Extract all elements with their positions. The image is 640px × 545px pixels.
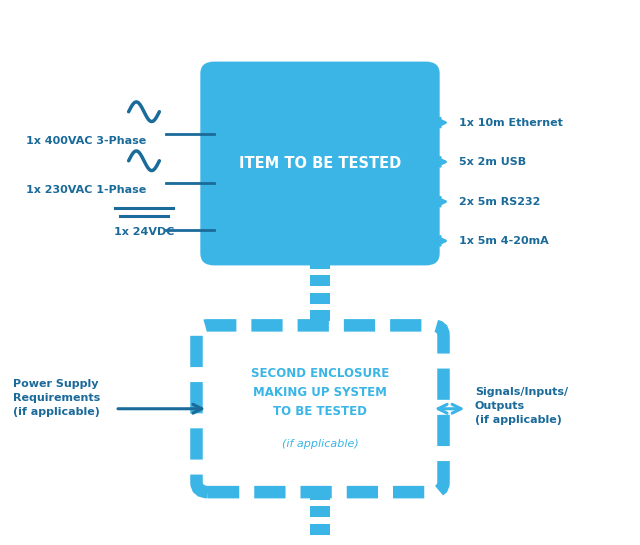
Text: SECOND ENCLOSURE
MAKING UP SYSTEM
TO BE TESTED: SECOND ENCLOSURE MAKING UP SYSTEM TO BE …: [251, 367, 389, 418]
Bar: [310, 524, 330, 535]
FancyBboxPatch shape: [200, 62, 440, 265]
Text: 5x 2m USB: 5x 2m USB: [459, 157, 526, 167]
Text: 2x 5m RS232: 2x 5m RS232: [459, 197, 540, 207]
Bar: [310, 310, 330, 321]
Text: 1x 5m 4-20mA: 1x 5m 4-20mA: [459, 236, 548, 246]
Bar: [310, 258, 330, 269]
Bar: [310, 506, 330, 517]
Text: ITEM TO BE TESTED: ITEM TO BE TESTED: [239, 156, 401, 171]
Text: (if applicable): (if applicable): [282, 439, 358, 449]
Bar: [310, 489, 330, 500]
Text: 1x 10m Ethernet: 1x 10m Ethernet: [459, 118, 563, 128]
Text: Signals/Inputs/
Outputs
(if applicable): Signals/Inputs/ Outputs (if applicable): [475, 387, 568, 425]
Text: Power Supply
Requirements
(if applicable): Power Supply Requirements (if applicable…: [13, 379, 100, 417]
FancyBboxPatch shape: [196, 325, 444, 492]
Text: 1x 24VDC: 1x 24VDC: [114, 227, 174, 237]
Bar: [310, 293, 330, 304]
Text: 1x 230VAC 1-Phase: 1x 230VAC 1-Phase: [26, 185, 146, 195]
Text: 1x 400VAC 3-Phase: 1x 400VAC 3-Phase: [26, 136, 146, 146]
Bar: [310, 275, 330, 286]
